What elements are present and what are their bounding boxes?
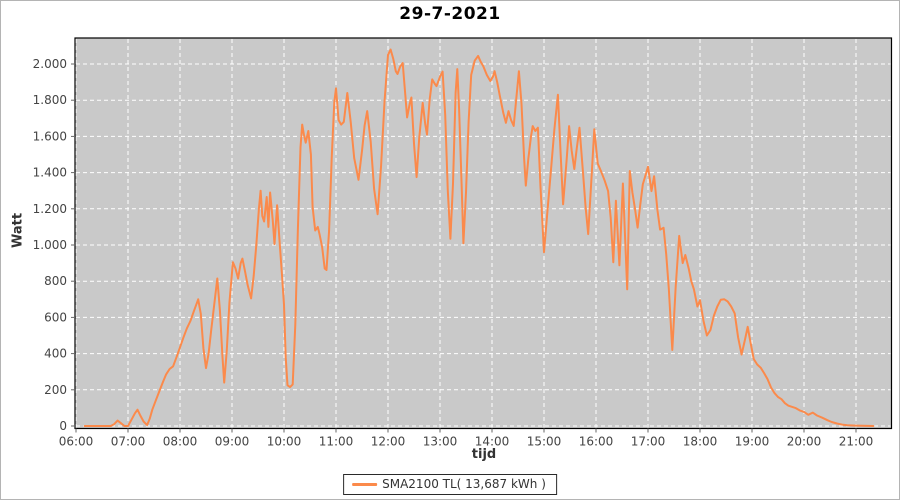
plot-background [75,38,892,429]
y-tick-label: 1.200 [33,202,67,216]
x-tick-label: 12:00 [371,435,406,449]
gridlines [75,39,891,428]
y-tick-label: 2.000 [33,57,67,71]
x-tick-label: 08:00 [163,435,198,449]
plot-border [74,37,893,430]
y-tick-label: 600 [44,310,67,324]
data-line-series [83,48,875,427]
x-tick-label: 18:00 [683,435,718,449]
tick-labels: 06:00 07:00 08:00 09:00 10:00 11:00 12:00 13:00… [33,57,874,449]
x-tick-label: 17:00 [631,435,666,449]
x-tick-label: 09:00 [215,435,250,449]
y-tick-label: 0 [59,419,67,433]
legend-line-swatch-icon [352,482,378,486]
x-tick-label: 21:00 [839,435,874,449]
y-tick-label: 800 [44,274,67,288]
y-tick-label: 400 [44,347,67,361]
x-tick-label: 07:00 [111,435,146,449]
x-tick-label: 19:00 [735,435,770,449]
y-tick-label: 1.000 [33,238,67,252]
legend-label: SMA2100 TL( 13,687 kWh ) [382,477,546,491]
x-tick-label: 13:00 [423,435,458,449]
x-tick-label: 14:00 [475,435,510,449]
x-tick-label: 11:00 [319,435,354,449]
x-tick-label: 16:00 [579,435,614,449]
x-tick-label: 15:00 [527,435,562,449]
y-tick-label: 1.600 [33,129,67,143]
y-tick-label: 1.800 [33,93,67,107]
x-axis-title: tijd [471,447,497,462]
y-tick-label: 1.400 [33,166,67,180]
plot-area: 06:00 07:00 08:00 09:00 10:00 11:00 12:00 13:00… [33,37,893,449]
x-tick-label: 06:00 [59,435,94,449]
legend-box: SMA2100 TL( 13,687 kWh ) [343,474,557,495]
x-tick-label: 20:00 [787,435,822,449]
tick-marks [71,63,857,433]
chart-title: 29-7-2021 [399,4,501,24]
y-axis-title: Watt [10,212,26,249]
x-tick-label: 10:00 [267,435,302,449]
y-tick-label: 200 [44,383,67,397]
